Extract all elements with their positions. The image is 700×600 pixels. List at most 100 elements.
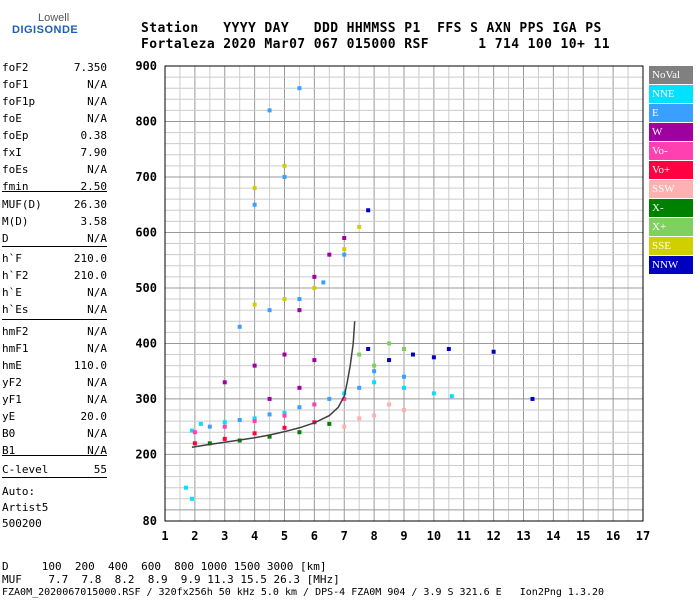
footer-muf-row: MUF 7.7 7.8 8.2 8.9 9.9 11.3 15.5 26.3 [… (2, 573, 340, 586)
param-name: D (2, 232, 9, 245)
data-point (312, 358, 317, 363)
y-tick-label: 400 (135, 336, 157, 350)
param-value: 26.30 (73, 198, 107, 211)
data-point (372, 413, 377, 418)
data-point (189, 496, 194, 501)
param-name: foF1p (2, 95, 36, 108)
data-point (387, 402, 392, 407)
param-value: N/A (87, 303, 107, 316)
param-name: foF2 (2, 61, 29, 74)
data-point (282, 163, 287, 168)
param-name: fxI (2, 146, 22, 159)
data-point (312, 274, 317, 279)
data-point (252, 431, 257, 436)
legend-item-noval: NoVal (649, 66, 693, 84)
data-point (237, 324, 242, 329)
data-point (252, 363, 257, 368)
legend-item-x-: X- (649, 199, 693, 217)
data-point (372, 369, 377, 374)
data-point (267, 412, 272, 417)
param-row-fof2: foF2 7.350 (2, 59, 107, 76)
param-row-yf1: yF1 N/A (2, 391, 107, 408)
data-point (491, 349, 496, 354)
data-point (207, 441, 212, 446)
param-name: yF1 (2, 393, 22, 406)
param-value: N/A (87, 78, 107, 91)
series-sse (252, 163, 362, 307)
param-row-fxi: fxI 7.90 (2, 144, 107, 161)
x-tick-label: 17 (636, 529, 650, 543)
param-name: foEs (2, 163, 29, 176)
legend-item-vo-: Vo- (649, 142, 693, 160)
data-point (282, 410, 287, 415)
x-tick-label: 2 (191, 529, 198, 543)
param-row-fof1: foF1 N/A (2, 76, 107, 93)
y-tick-label: 900 (135, 59, 157, 73)
param-value: N/A (87, 163, 107, 176)
param-row-hme: hmE 110.0 (2, 357, 107, 374)
data-point (267, 434, 272, 439)
param-row-fof1p: foF1p N/A (2, 93, 107, 110)
data-point (312, 285, 317, 290)
param-value: N/A (87, 325, 107, 338)
param-row-h-f2: h`F2 210.0 (2, 267, 107, 284)
param-name: B1 (2, 444, 16, 457)
param-row-c-level: C-level 55 (2, 461, 107, 478)
data-point (198, 421, 203, 426)
data-point (372, 363, 377, 368)
x-tick-label: 15 (576, 529, 590, 543)
data-point (321, 280, 326, 285)
data-point (342, 236, 347, 241)
param-row-ye: yE 20.0 (2, 408, 107, 425)
param-name: foE (2, 112, 22, 125)
param-separator (2, 319, 107, 320)
x-tick-label: 7 (341, 529, 348, 543)
param-row-foep: foEp 0.38 (2, 127, 107, 144)
legend-item-vo-: Vo+ (649, 161, 693, 179)
data-point (410, 352, 415, 357)
data-point (282, 174, 287, 179)
x-tick-label: 13 (516, 529, 530, 543)
data-point (312, 402, 317, 407)
logo-digisonde: DIGISONDE (12, 24, 79, 36)
x-tick-label: 9 (400, 529, 407, 543)
data-point (402, 408, 406, 413)
param-row-m-d-: M(D) 3.58 (2, 213, 107, 230)
data-point (189, 428, 194, 433)
param-row-h-es: h`Es N/A (2, 301, 107, 318)
param-row-hmf2: hmF2 N/A (2, 323, 107, 340)
series-vo- (192, 396, 347, 435)
data-point (252, 302, 257, 307)
data-point (267, 108, 272, 113)
param-separator (2, 455, 107, 456)
x-tick-label: 6 (311, 529, 318, 543)
param-separator (2, 246, 107, 247)
trace-line (191, 321, 356, 448)
data-point (366, 208, 371, 213)
data-point (183, 485, 188, 490)
y-tick-label: 300 (135, 392, 157, 406)
data-point (252, 419, 257, 424)
auto-code: 500200 (2, 517, 42, 530)
param-value: N/A (87, 342, 107, 355)
legend-item-e: E (649, 104, 693, 122)
data-point (387, 358, 392, 363)
param-value: N/A (87, 232, 107, 245)
data-point (402, 385, 406, 390)
data-point (530, 396, 535, 401)
data-point (327, 396, 332, 401)
data-point (252, 202, 257, 207)
data-point (342, 247, 347, 252)
x-tick-label: 11 (457, 529, 471, 543)
data-point (222, 424, 227, 429)
param-name: hmE (2, 359, 22, 372)
param-value: N/A (87, 427, 107, 440)
param-value: 3.58 (80, 215, 108, 228)
param-name: hmF1 (2, 342, 29, 355)
series-e (207, 86, 406, 429)
data-point (387, 341, 392, 346)
param-name: hmF2 (2, 325, 29, 338)
param-name: MUF(D) (2, 198, 42, 211)
legend-item-nnw: NNW (649, 256, 693, 274)
